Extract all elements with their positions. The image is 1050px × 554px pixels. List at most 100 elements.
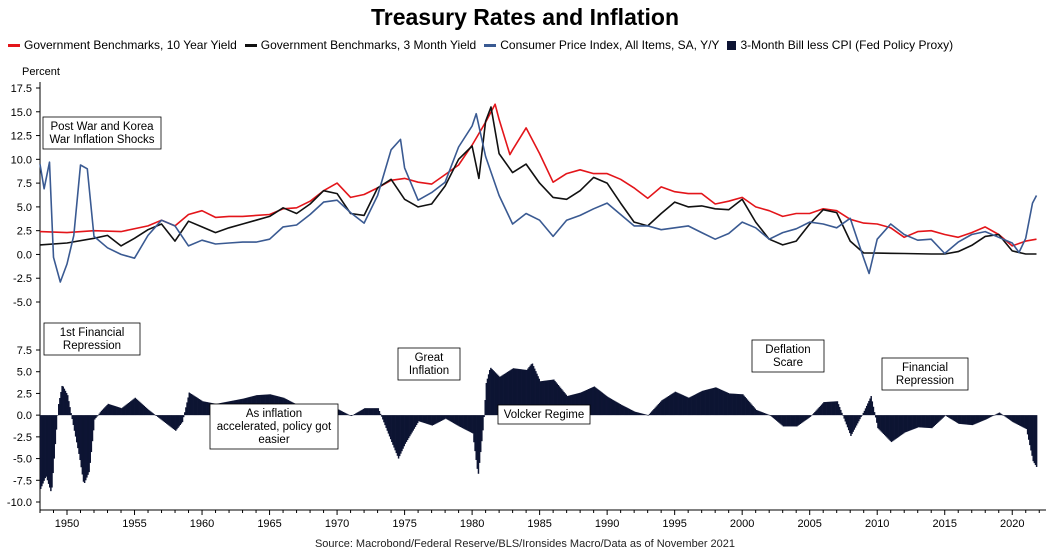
policy-proxy-bar [443, 415, 446, 420]
policy-proxy-bar [158, 415, 160, 418]
policy-proxy-bar [989, 415, 992, 418]
x-tick-label: 1985 [527, 518, 551, 530]
legend-label-3m: Government Benchmarks, 3 Month Yield [260, 38, 477, 52]
policy-proxy-bar [412, 415, 414, 431]
policy-proxy-bar [838, 407, 841, 416]
policy-proxy-bar [497, 375, 500, 416]
policy-proxy-bar [685, 396, 688, 416]
policy-proxy-bar [901, 415, 904, 435]
policy-proxy-bar [170, 415, 173, 428]
policy-proxy-bar [421, 415, 423, 423]
policy-proxy-bar [44, 415, 46, 479]
policy-proxy-bar [583, 391, 585, 416]
policy-proxy-bar [756, 410, 759, 416]
policy-proxy-bar [726, 392, 728, 416]
line-3m-yield[interactable] [39, 106, 1037, 255]
policy-proxy-bar [642, 413, 644, 416]
y-tick-label-bottom: 7.5 [17, 345, 32, 357]
policy-proxy-bar [679, 393, 681, 416]
policy-proxy-bar [46, 415, 49, 481]
policy-proxy-bar [89, 415, 91, 463]
policy-proxy-bar [941, 415, 943, 419]
policy-proxy-bar [452, 415, 455, 424]
policy-proxy-bar [969, 415, 971, 425]
line-cpi[interactable] [39, 112, 1038, 283]
policy-proxy-bar [619, 404, 621, 416]
policy-proxy-bar [65, 392, 68, 416]
policy-proxy-bar [806, 415, 808, 420]
policy-proxy-bar [589, 388, 591, 416]
policy-proxy-bar [611, 399, 614, 416]
policy-proxy-bar [196, 397, 198, 416]
policy-proxy-bar [494, 372, 497, 416]
policy-proxy-bar [658, 402, 661, 416]
policy-proxy-bar [457, 415, 459, 426]
policy-proxy-bar [538, 378, 540, 416]
policy-proxy-bar [630, 409, 633, 416]
x-tick-label: 1960 [190, 518, 214, 530]
policy-proxy-bar [618, 403, 620, 416]
policy-proxy-bar [732, 393, 734, 416]
policy-proxy-bar [665, 397, 668, 416]
y-tick-label-top: 0.0 [17, 249, 32, 261]
policy-proxy-bar [853, 415, 856, 430]
policy-proxy-bar [501, 375, 503, 416]
x-tick-label: 1970 [325, 518, 349, 530]
policy-proxy-bar [549, 379, 552, 416]
line-10y-yield[interactable] [39, 103, 1037, 247]
policy-proxy-bar [193, 395, 195, 416]
legend-item-cpi[interactable]: Consumer Price Index, All Items, SA, Y/Y [484, 38, 719, 52]
policy-proxy-bar [816, 409, 818, 416]
policy-proxy-bar [625, 407, 627, 416]
policy-proxy-bar [1023, 415, 1025, 428]
policy-proxy-bar [762, 412, 764, 416]
policy-proxy-bar [576, 393, 579, 416]
policy-proxy-bar [504, 373, 507, 416]
policy-proxy-bar [864, 408, 867, 416]
policy-proxy-bar [1000, 414, 1003, 416]
legend-swatch-10y [8, 43, 20, 47]
policy-proxy-bar [101, 409, 104, 416]
policy-proxy-bar [692, 395, 695, 416]
policy-proxy-bar [139, 401, 141, 416]
policy-proxy-bar [928, 415, 931, 429]
policy-proxy-bar [791, 415, 794, 427]
policy-proxy-bar [851, 415, 853, 434]
policy-proxy-bar [645, 414, 647, 416]
policy-proxy-bar [926, 415, 929, 428]
policy-proxy-bar [69, 407, 71, 416]
policy-proxy-bar [693, 394, 696, 416]
y-tick-label-bottom: 0.0 [17, 410, 32, 422]
legend-swatch-3m [244, 43, 257, 47]
y-tick-label-top: 15.0 [11, 107, 32, 119]
legend-item-real-rate[interactable]: 3-Month Bill less CPI (Fed Policy Proxy) [727, 38, 953, 52]
policy-proxy-bar [142, 404, 144, 416]
policy-proxy-bar [885, 415, 887, 437]
policy-proxy-bar [161, 415, 164, 421]
policy-proxy-bar [588, 389, 590, 416]
policy-proxy-bar [401, 415, 403, 452]
policy-proxy-bar [547, 380, 549, 416]
legend-item-10y[interactable]: Government Benchmarks, 10 Year Yield [8, 38, 237, 52]
policy-proxy-bar [343, 412, 346, 416]
policy-proxy-bar [350, 415, 353, 417]
policy-proxy-bar [882, 415, 885, 434]
policy-proxy-bar [518, 368, 520, 416]
policy-proxy-bar [968, 415, 970, 425]
policy-proxy-bar [788, 415, 790, 427]
legend-item-3m[interactable]: Government Benchmarks, 3 Month Yield [244, 38, 477, 52]
policy-proxy-bar [492, 370, 494, 416]
policy-proxy-bar [924, 415, 926, 428]
policy-proxy-bar [188, 392, 191, 416]
policy-proxy-bar [909, 415, 912, 431]
y-tick-label-bottom: -7.5 [13, 475, 32, 487]
annotation-financial-repression-text: Repression [896, 375, 954, 387]
policy-proxy-bar [720, 389, 723, 416]
policy-proxy-bar [664, 398, 667, 416]
policy-proxy-bar [181, 415, 184, 423]
policy-proxy-bar [406, 415, 409, 441]
x-tick-label: 2010 [865, 518, 889, 530]
